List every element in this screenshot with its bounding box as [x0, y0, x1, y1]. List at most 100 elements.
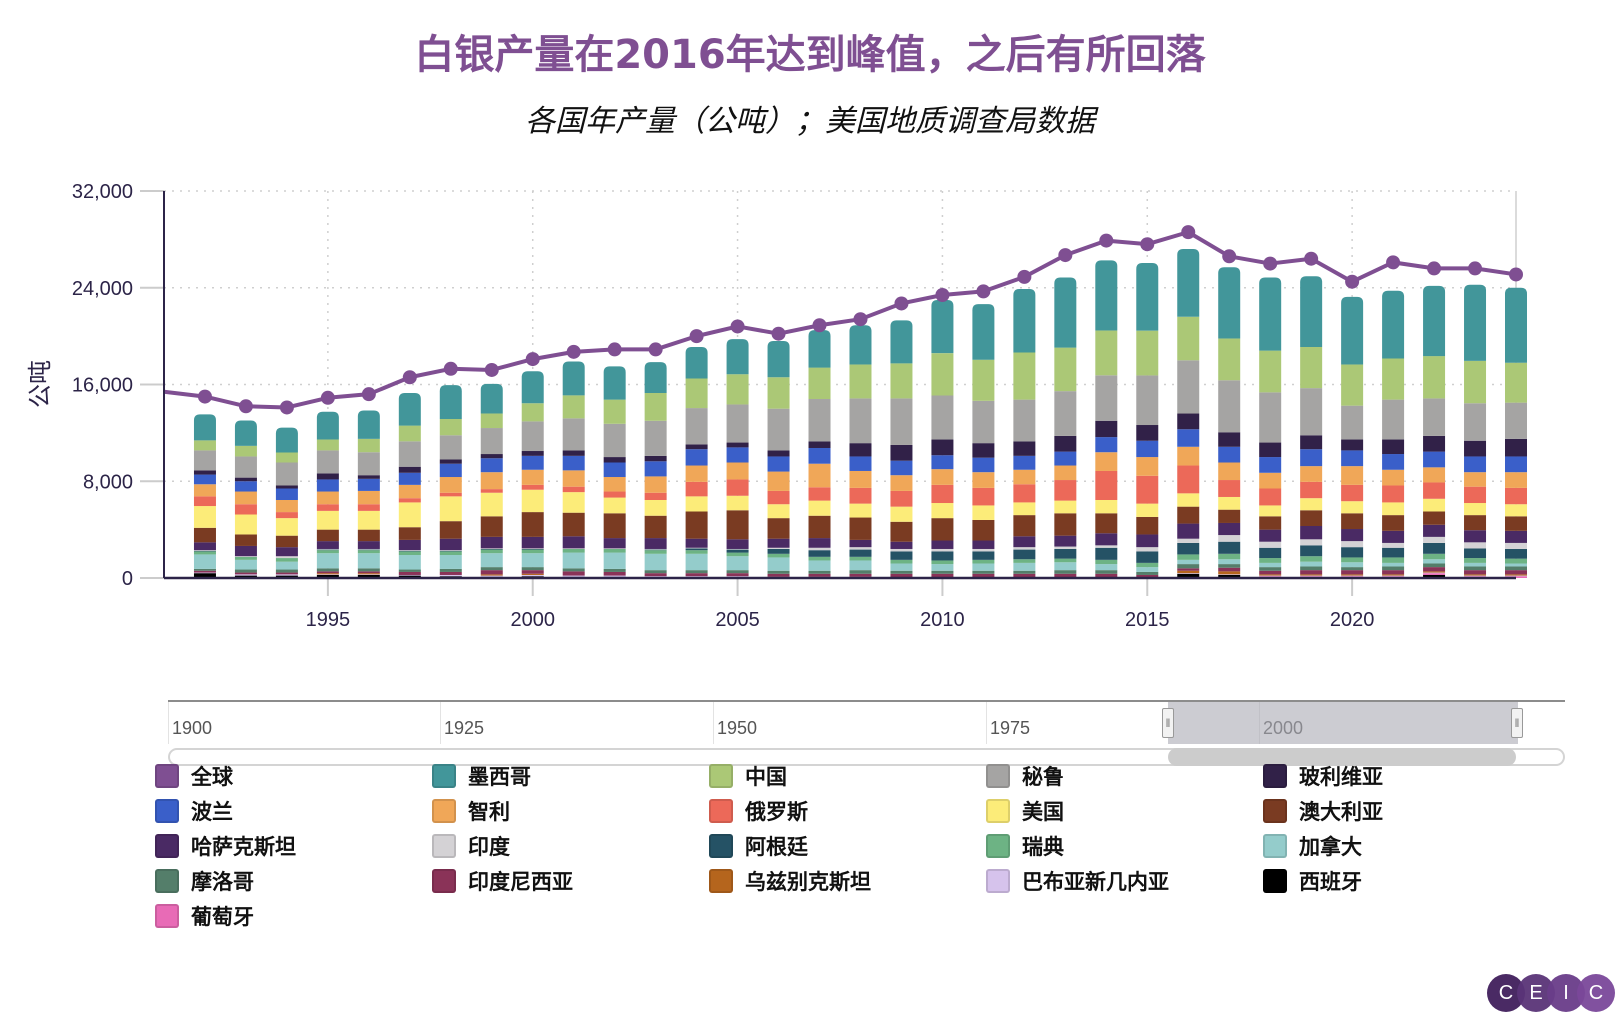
- global-point: [1509, 267, 1523, 282]
- legend-item[interactable]: 西班牙: [1263, 867, 1362, 895]
- bar-segment: [767, 450, 790, 457]
- bar-segment: [193, 542, 216, 551]
- global-point: [566, 344, 581, 359]
- bar-segment: [562, 571, 585, 576]
- bar-segment: [1013, 484, 1036, 503]
- global-point: [1427, 261, 1442, 276]
- legend-item[interactable]: 巴布亚新几内亚: [986, 867, 1169, 895]
- bar-segment: [193, 570, 216, 573]
- bar-segment: [1013, 469, 1036, 485]
- bar-segment: [1505, 472, 1527, 488]
- global-point: [1304, 251, 1319, 266]
- bar-stack-1997: [398, 392, 421, 578]
- bar-segment: [1464, 548, 1487, 559]
- bar-segment: [1464, 558, 1487, 563]
- bar-segment: [562, 536, 585, 549]
- legend-item[interactable]: 全球: [155, 762, 233, 790]
- legend-item[interactable]: 秘鲁: [986, 762, 1064, 790]
- bar-segment: [890, 444, 913, 461]
- bar-segment: [931, 353, 954, 396]
- legend-item[interactable]: 墨西哥: [432, 762, 531, 790]
- bar-segment: [1464, 472, 1487, 487]
- legend-label: 玻利维亚: [1299, 765, 1383, 789]
- legend-item[interactable]: 波兰: [155, 797, 233, 825]
- bar-segment: [1218, 564, 1241, 568]
- bar-segment: [1505, 570, 1527, 575]
- legend-item[interactable]: 俄罗斯: [709, 797, 808, 825]
- bar-segment: [1177, 564, 1200, 569]
- range-navigator[interactable]: 1900 1925 1950 1975 2000 ‖ ‖: [168, 700, 1565, 744]
- legend-label: 巴布亚新几内亚: [1022, 870, 1169, 894]
- bar-segment: [1177, 413, 1200, 430]
- bar-segment: [972, 400, 995, 444]
- bar-segment: [234, 569, 257, 573]
- bar-segment: [439, 435, 462, 460]
- bar-segment: [1177, 465, 1200, 494]
- bar-segment: [1382, 547, 1405, 558]
- bar-segment: [890, 541, 913, 549]
- legend-item[interactable]: 乌兹别克斯坦: [709, 867, 871, 895]
- legend-item[interactable]: 葡萄牙: [155, 902, 254, 930]
- bar-segment: [1136, 440, 1159, 458]
- bar-segment: [1300, 556, 1323, 562]
- bar-segment: [1259, 472, 1282, 489]
- bar-segment: [685, 408, 708, 445]
- bar-segment: [808, 447, 831, 464]
- bar-segment: [234, 504, 257, 515]
- bar-segment: [767, 377, 790, 409]
- bar-segment: [562, 568, 585, 572]
- bar-segment: [1218, 338, 1241, 381]
- bar-stack-2020: [1341, 296, 1364, 578]
- bar-segment: [1505, 548, 1527, 559]
- legend-swatch-icon: [155, 904, 179, 928]
- bar-segment: [1218, 432, 1241, 447]
- legend-item[interactable]: 加拿大: [1263, 832, 1362, 860]
- bar-segment: [767, 553, 790, 558]
- bar-segment: [972, 359, 995, 401]
- bar-segment: [1013, 549, 1036, 560]
- legend-item[interactable]: 美国: [986, 797, 1064, 825]
- bar-segment: [1464, 575, 1487, 577]
- bar-segment: [1423, 536, 1446, 543]
- legend-item[interactable]: 印度: [432, 832, 510, 860]
- bar-segment: [398, 574, 421, 576]
- legend-item[interactable]: 摩洛哥: [155, 867, 254, 895]
- bar-segment: [931, 570, 954, 574]
- legend-item[interactable]: 中国: [709, 762, 787, 790]
- legend-item[interactable]: 智利: [432, 797, 510, 825]
- bar-segment: [1177, 249, 1200, 317]
- bar-segment: [972, 487, 995, 506]
- bar-segment: [685, 548, 708, 551]
- bar-segment: [603, 575, 626, 577]
- legend-item[interactable]: 澳大利亚: [1263, 797, 1383, 825]
- bar-segment: [726, 570, 749, 574]
- navigator-selected-range[interactable]: [1168, 702, 1518, 744]
- bar-segment: [1300, 449, 1323, 467]
- legend-label: 波兰: [191, 800, 233, 824]
- legend-label: 墨西哥: [468, 765, 531, 789]
- bar-segment: [1095, 573, 1118, 578]
- bar-segment: [275, 427, 298, 453]
- bar-segment: [1095, 513, 1118, 534]
- bar-segment: [685, 496, 708, 512]
- bar-segment: [1177, 429, 1200, 447]
- bar-segment: [767, 471, 790, 491]
- legend-item[interactable]: 瑞典: [986, 832, 1064, 860]
- bar-segment: [521, 484, 544, 490]
- legend-item[interactable]: 阿根廷: [709, 832, 808, 860]
- legend-item[interactable]: 哈萨克斯坦: [155, 832, 296, 860]
- bar-segment: [357, 553, 380, 569]
- bar-segment: [316, 571, 339, 574]
- bar-segment: [1423, 571, 1446, 573]
- bar-segment: [1136, 574, 1159, 578]
- legend-item[interactable]: 印度尼西亚: [432, 867, 573, 895]
- navigator-scrollbar-thumb[interactable]: [1168, 748, 1516, 766]
- legend-item[interactable]: 玻利维亚: [1263, 762, 1383, 790]
- bar-segment: [1218, 571, 1241, 575]
- navigator-left-handle[interactable]: ‖: [1162, 708, 1174, 738]
- navigator-right-handle[interactable]: ‖: [1511, 708, 1523, 738]
- bar-segment: [1423, 567, 1446, 572]
- bar-segment: [234, 556, 257, 560]
- legend-label: 澳大利亚: [1299, 800, 1383, 824]
- bar-segment: [1300, 561, 1323, 567]
